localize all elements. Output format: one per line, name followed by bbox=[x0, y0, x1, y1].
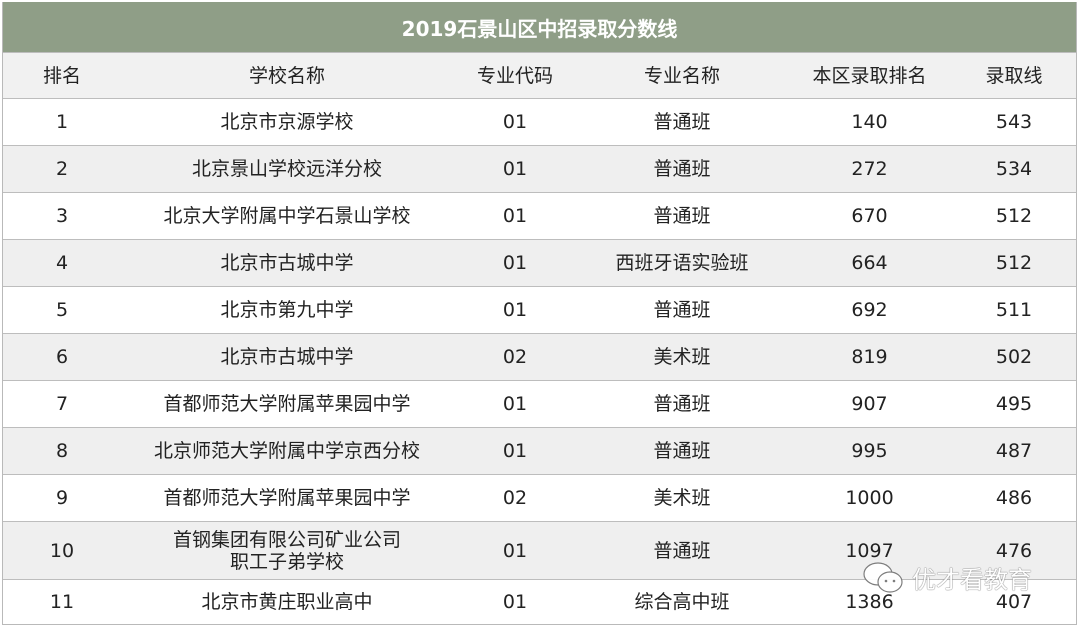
cell-major-name: 美术班 bbox=[653, 487, 711, 509]
table-row: 8 北京师范大学附属中学京西分校 01 普通班 995 487 bbox=[3, 427, 1076, 474]
cell-major-name: 普通班 bbox=[653, 393, 711, 415]
cell-major-name: 普通班 bbox=[653, 111, 711, 133]
cell-school: 北京师范大学附属中学京西分校 bbox=[153, 440, 420, 462]
col-header-score: 录取线 bbox=[985, 64, 1043, 87]
cell-school: 北京市古城中学 bbox=[220, 346, 354, 368]
cell-district-rank: 1000 bbox=[845, 487, 894, 509]
watermark: 优才看教育 bbox=[862, 560, 1032, 595]
cell-rank: 8 bbox=[55, 440, 69, 462]
cell-major-name: 普通班 bbox=[653, 440, 711, 462]
cell-rank: 9 bbox=[55, 487, 69, 509]
cell-major-name: 美术班 bbox=[653, 346, 711, 368]
watermark-text: 优才看教育 bbox=[912, 566, 1032, 594]
cell-rank: 5 bbox=[55, 299, 69, 321]
cell-score: 511 bbox=[995, 299, 1033, 321]
cell-major-code: 01 bbox=[502, 393, 528, 415]
cell-rank: 3 bbox=[55, 205, 69, 227]
cell-school: 首钢集团有限公司矿业公司 职工子弟学校 bbox=[172, 528, 401, 573]
cell-score: 495 bbox=[995, 393, 1033, 415]
cell-major-code: 01 bbox=[502, 299, 528, 321]
col-header-major-name: 专业名称 bbox=[643, 64, 720, 87]
cell-score: 486 bbox=[995, 487, 1033, 509]
table-row: 3 北京大学附属中学石景山学校 01 普通班 670 512 bbox=[3, 192, 1076, 239]
cell-rank: 1 bbox=[55, 111, 69, 133]
cell-school: 北京市古城中学 bbox=[220, 252, 354, 274]
wechat-icon bbox=[863, 561, 903, 593]
table-row: 1 北京市京源学校 01 普通班 140 543 bbox=[3, 98, 1076, 145]
cell-score: 407 bbox=[995, 591, 1033, 613]
cell-district-rank: 692 bbox=[851, 299, 888, 321]
cell-major-code: 01 bbox=[502, 205, 528, 227]
cell-score: 487 bbox=[995, 440, 1033, 462]
cell-major-code: 01 bbox=[502, 591, 528, 613]
cell-score: 512 bbox=[995, 252, 1033, 274]
table-title: 2019石景山区中招录取分数线 bbox=[3, 2, 1076, 52]
table-row: 7 首都师范大学附属苹果园中学 01 普通班 907 495 bbox=[3, 380, 1076, 427]
cell-district-rank: 907 bbox=[851, 393, 888, 415]
header-row: 排名 学校名称 专业代码 专业名称 本区录取排名 录取线 bbox=[3, 52, 1076, 98]
cell-major-code: 01 bbox=[502, 158, 528, 180]
table-row: 5 北京市第九中学 01 普通班 692 511 bbox=[3, 286, 1076, 333]
cell-score: 534 bbox=[995, 158, 1033, 180]
col-header-major-code: 专业代码 bbox=[476, 64, 553, 87]
cell-school: 北京市第九中学 bbox=[220, 299, 354, 321]
cell-major-name: 普通班 bbox=[653, 539, 711, 562]
cell-school: 首都师范大学附属苹果园中学 bbox=[163, 393, 411, 415]
col-header-district-rank: 本区录取排名 bbox=[812, 64, 927, 87]
cell-major-name: 普通班 bbox=[653, 205, 711, 227]
cell-rank: 2 bbox=[55, 158, 69, 180]
cell-rank: 6 bbox=[55, 346, 69, 368]
cell-score: 502 bbox=[995, 346, 1033, 368]
cell-major-code: 01 bbox=[502, 440, 528, 462]
table-row: 10 首钢集团有限公司矿业公司 职工子弟学校 01 普通班 1097 476 bbox=[3, 521, 1076, 579]
cell-school: 北京景山学校远洋分校 bbox=[191, 158, 382, 180]
cell-rank: 7 bbox=[55, 393, 69, 415]
cell-major-name: 综合高中班 bbox=[634, 591, 730, 613]
table-row: 4 北京市古城中学 01 西班牙语实验班 664 512 bbox=[3, 239, 1076, 286]
cell-school: 首都师范大学附属苹果园中学 bbox=[163, 487, 411, 509]
cell-major-code: 01 bbox=[502, 252, 528, 274]
cell-major-name: 西班牙语实验班 bbox=[615, 252, 749, 274]
cell-district-rank: 819 bbox=[851, 346, 888, 368]
col-header-rank: 排名 bbox=[42, 64, 81, 87]
cell-score: 543 bbox=[995, 111, 1033, 133]
cell-district-rank: 272 bbox=[851, 158, 888, 180]
cell-rank: 10 bbox=[49, 539, 75, 562]
cell-major-code: 02 bbox=[502, 346, 528, 368]
cell-school: 北京市京源学校 bbox=[220, 111, 354, 133]
cell-district-rank: 664 bbox=[851, 252, 888, 274]
cell-rank: 11 bbox=[49, 591, 75, 613]
cell-district-rank: 1386 bbox=[845, 591, 894, 613]
cell-major-name: 普通班 bbox=[653, 299, 711, 321]
cell-district-rank: 1097 bbox=[845, 539, 894, 562]
table-row: 9 首都师范大学附属苹果园中学 02 美术班 1000 486 bbox=[3, 474, 1076, 521]
table-row: 2 北京景山学校远洋分校 01 普通班 272 534 bbox=[3, 145, 1076, 192]
cell-rank: 4 bbox=[55, 252, 69, 274]
cell-score: 512 bbox=[995, 205, 1033, 227]
cell-major-code: 01 bbox=[502, 539, 528, 562]
cell-major-code: 01 bbox=[502, 111, 528, 133]
cell-major-name: 普通班 bbox=[653, 158, 711, 180]
cell-school: 北京市黄庄职业高中 bbox=[201, 591, 373, 613]
cell-district-rank: 995 bbox=[851, 440, 888, 462]
cell-district-rank: 140 bbox=[851, 111, 888, 133]
cell-score: 476 bbox=[995, 539, 1033, 562]
cell-school: 北京大学附属中学石景山学校 bbox=[163, 205, 411, 227]
cell-major-code: 02 bbox=[502, 487, 528, 509]
cell-district-rank: 670 bbox=[851, 205, 888, 227]
col-header-school: 学校名称 bbox=[248, 64, 325, 87]
table-row: 11 北京市黄庄职业高中 01 综合高中班 1386 407 bbox=[3, 579, 1076, 624]
table-row: 6 北京市古城中学 02 美术班 819 502 bbox=[3, 333, 1076, 380]
